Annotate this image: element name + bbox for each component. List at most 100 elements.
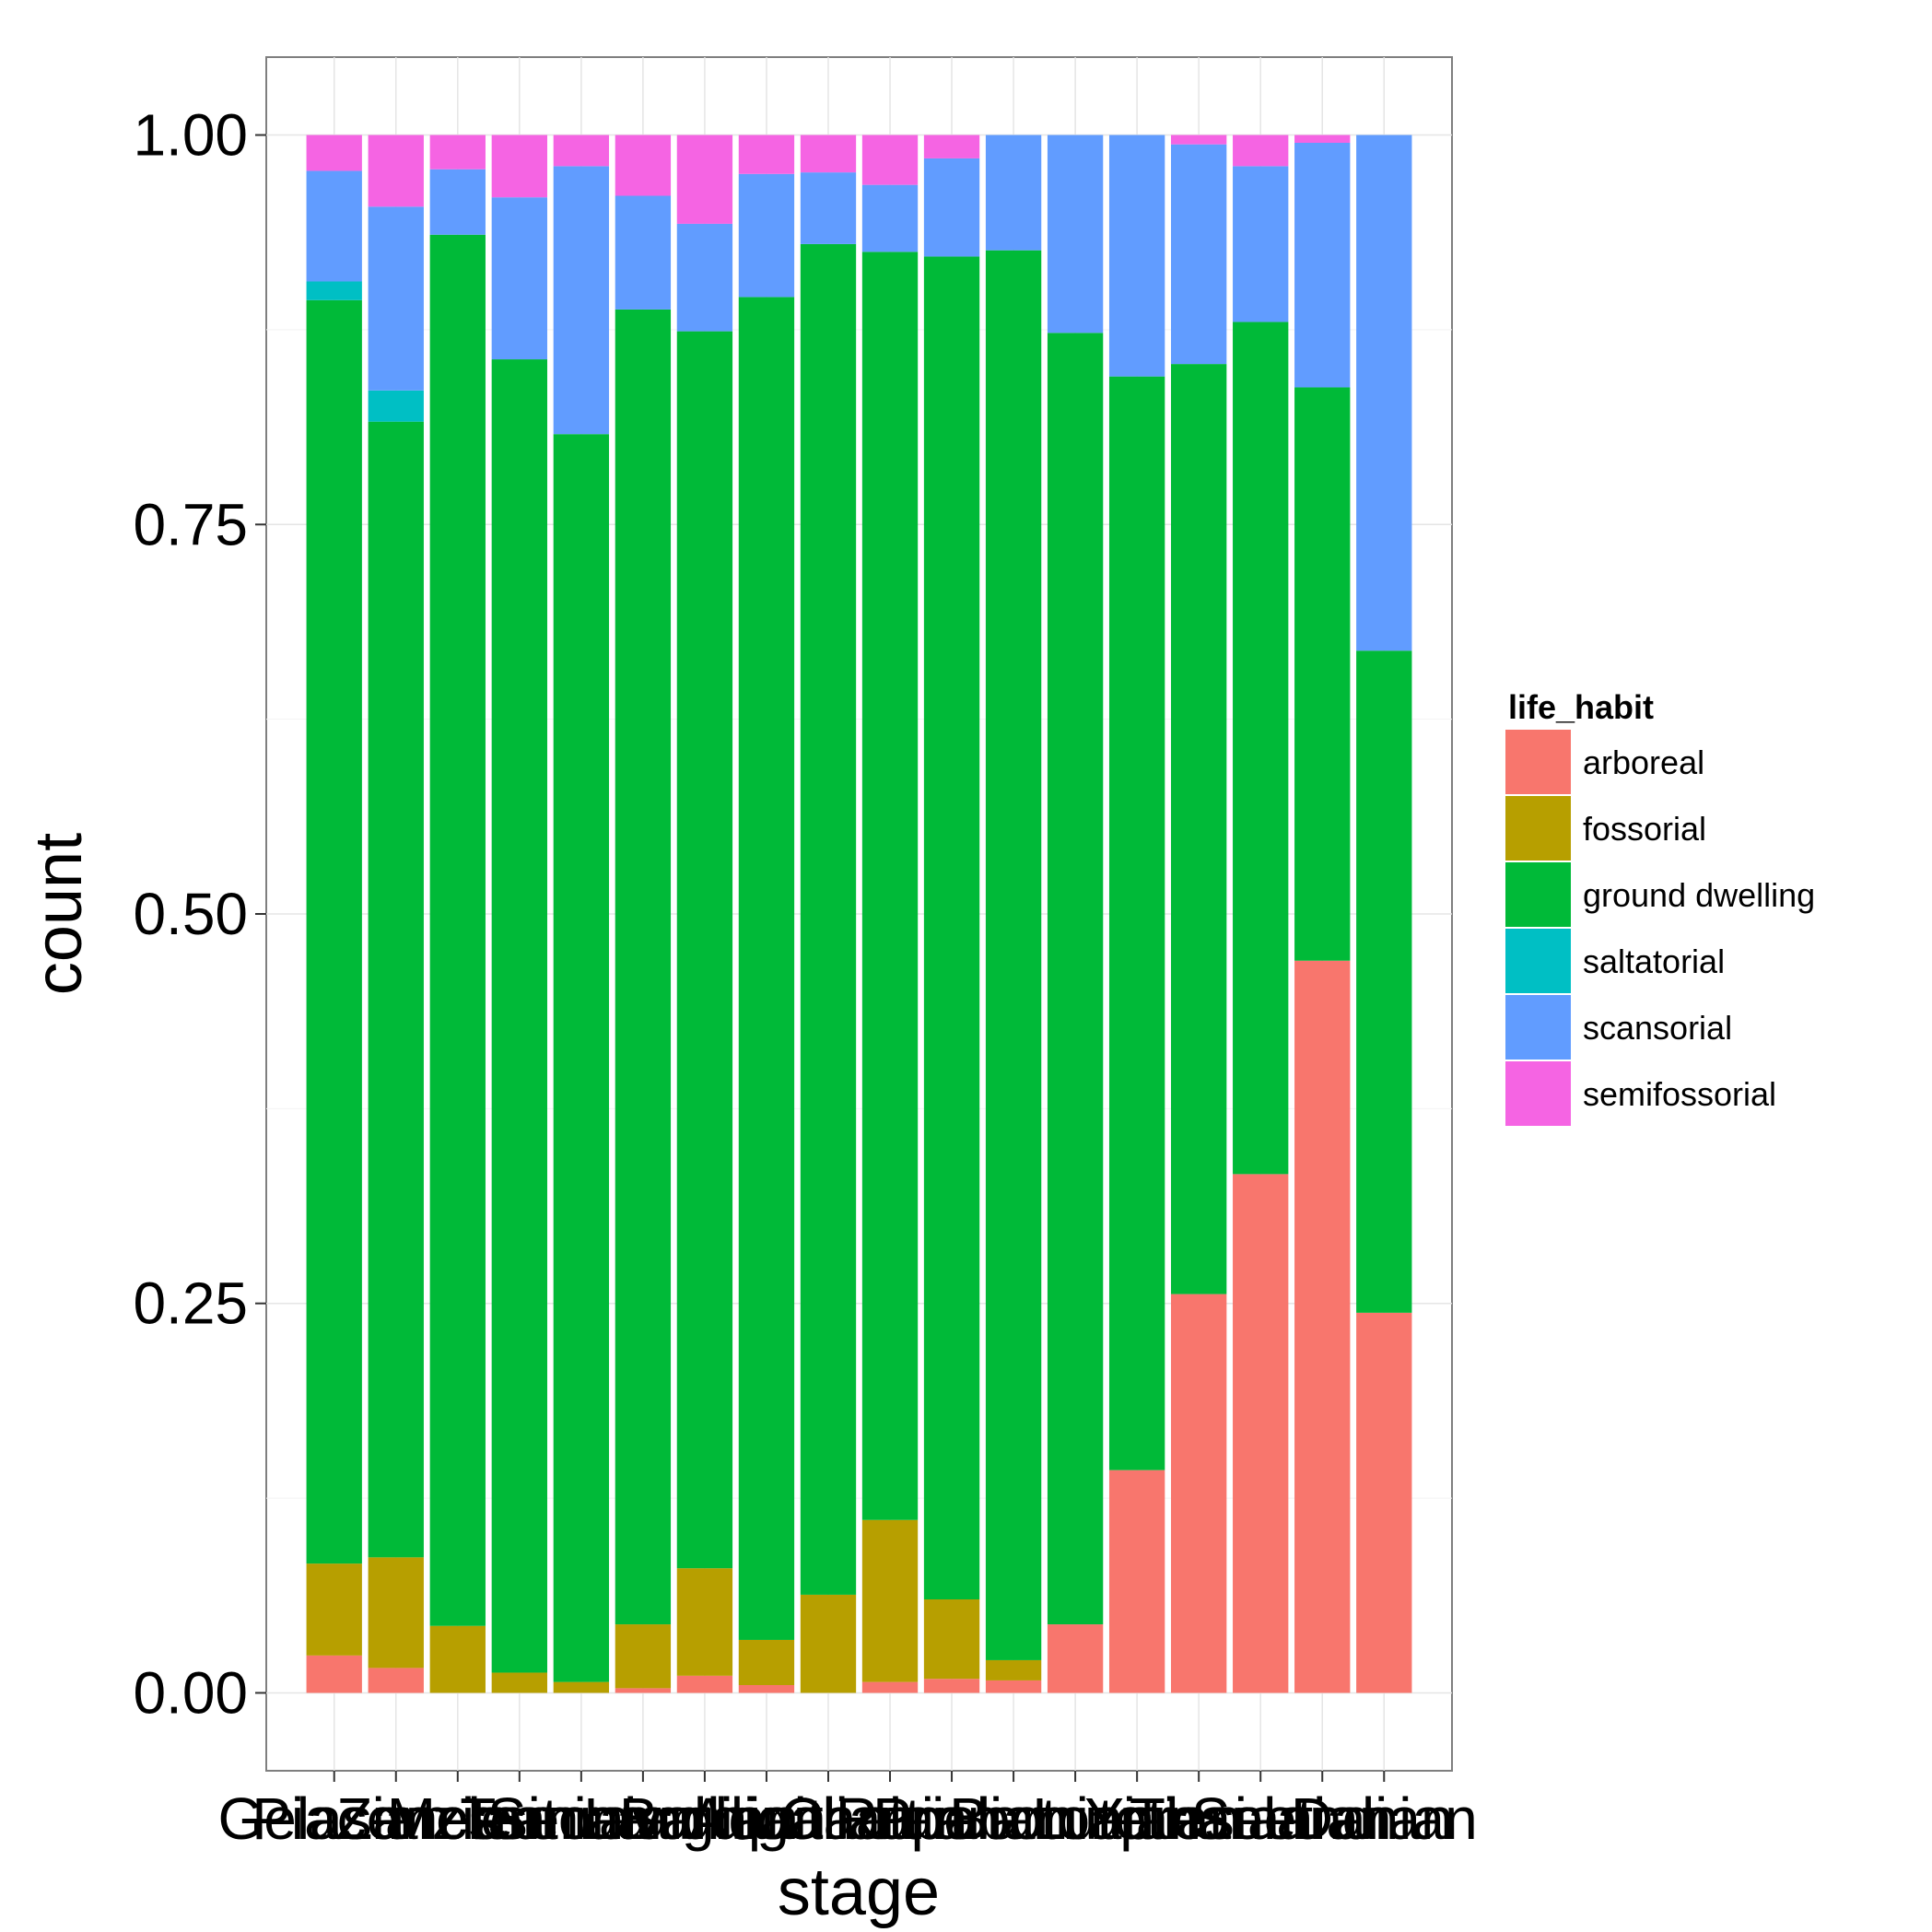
x-tick-label: Aquitanian xyxy=(689,1786,967,1852)
bar-semifossorial-burdigalian xyxy=(738,135,795,174)
bar-fossorial-aquitanian xyxy=(800,1594,857,1693)
x-axis: GelasianPiacenzianZancleanMessinianTorto… xyxy=(217,1771,1478,1852)
bar-semifossorial-chattian xyxy=(861,135,919,185)
bar-ground-dwelling-messinian xyxy=(491,359,547,1673)
x-tick-label: Priabonian xyxy=(872,1786,1154,1852)
x-tick-label: Messinian xyxy=(387,1786,652,1852)
bar-semifossorial-messinian xyxy=(491,135,547,198)
bar-arboreal-gelasian xyxy=(306,1655,362,1693)
bar-arboreal-priabonian xyxy=(985,1680,1042,1693)
x-tick-label: Tortonian xyxy=(460,1786,702,1852)
legend-key-arboreal xyxy=(1504,728,1573,796)
x-axis-title: stage xyxy=(778,1856,940,1929)
bar-scansorial-gelasian xyxy=(306,170,362,282)
bar-arboreal-rupelian xyxy=(923,1679,980,1693)
bar-scansorial-burdigalian xyxy=(738,173,795,298)
bar-semifossorial-gelasian xyxy=(306,135,362,171)
bar-fossorial-messinian xyxy=(491,1672,547,1693)
bar-ground-dwelling-langhian xyxy=(676,331,733,1569)
legend-label: arboreal xyxy=(1583,744,1704,781)
x-tick-label: Langhian xyxy=(583,1786,825,1852)
bar-semifossorial-aquitanian xyxy=(800,135,857,173)
bar-scansorial-messinian xyxy=(491,197,547,360)
bar-saltatorial-piacenzian xyxy=(368,390,424,422)
bar-scansorial-chattian xyxy=(861,184,919,252)
bar-arboreal-thanetian xyxy=(1233,1174,1289,1693)
bar-scansorial-ypresian xyxy=(1171,144,1227,365)
x-tick-label: Thanetian xyxy=(1130,1786,1392,1852)
bar-semifossorial-rupelian xyxy=(923,135,980,158)
bar-arboreal-bartonian xyxy=(1047,1624,1104,1693)
bar-scansorial-selandian xyxy=(1294,143,1351,388)
legend-key-ground-dwelling xyxy=(1504,861,1573,929)
bar-arboreal-langhian xyxy=(676,1675,733,1693)
bar-ground-dwelling-tortonian xyxy=(553,434,610,1682)
bar-scansorial-serravallian xyxy=(615,195,672,310)
x-tick-label: Ypresian xyxy=(1084,1786,1313,1852)
bar-arboreal-lutetian xyxy=(1108,1469,1165,1693)
legend-key-saltatorial xyxy=(1504,927,1573,995)
bar-fossorial-serravallian xyxy=(615,1624,672,1689)
bar-ground-dwelling-chattian xyxy=(861,252,919,1520)
legend: life_habit arboreal fossorial ground dwell… xyxy=(1504,688,1815,1128)
bar-scansorial-bartonian xyxy=(1047,135,1104,334)
bar-ground-dwelling-priabonian xyxy=(985,250,1042,1660)
bar-ground-dwelling-serravallian xyxy=(615,309,672,1625)
bar-saltatorial-gelasian xyxy=(306,281,362,300)
bar-scansorial-tortonian xyxy=(553,166,610,435)
y-tick-label: 0.75 xyxy=(133,491,248,557)
bar-fossorial-chattian xyxy=(861,1519,919,1682)
bar-ground-dwelling-lutetian xyxy=(1108,376,1165,1470)
x-tick-label: Rupelian xyxy=(836,1786,1069,1852)
bar-arboreal-burdigalian xyxy=(738,1685,795,1693)
bar-scansorial-rupelian xyxy=(923,158,980,257)
bar-scansorial-danian xyxy=(1356,135,1412,651)
bar-scansorial-zanclean xyxy=(429,169,486,235)
legend-key-semifossorial xyxy=(1504,1060,1573,1128)
y-tick-label: 0.50 xyxy=(133,881,248,947)
bar-fossorial-piacenzian xyxy=(368,1557,424,1669)
bar-ground-dwelling-gelasian xyxy=(306,299,362,1564)
bar-fossorial-gelasian xyxy=(306,1563,362,1656)
x-tick-label: Serravallian xyxy=(487,1786,799,1852)
bar-fossorial-burdigalian xyxy=(738,1639,795,1685)
legend-label: scansorial xyxy=(1583,1009,1732,1047)
bar-semifossorial-serravallian xyxy=(615,135,672,196)
y-axis-title: count xyxy=(22,833,96,995)
legend-key-scansorial xyxy=(1504,993,1573,1061)
bar-scansorial-aquitanian xyxy=(800,172,857,244)
bar-semifossorial-thanetian xyxy=(1233,135,1289,167)
bar-fossorial-langhian xyxy=(676,1568,733,1676)
bar-arboreal-danian xyxy=(1356,1312,1412,1693)
bar-semifossorial-tortonian xyxy=(553,135,610,167)
bar-scansorial-lutetian xyxy=(1108,135,1165,377)
x-tick-label: Gelasian xyxy=(217,1786,451,1852)
bar-fossorial-zanclean xyxy=(429,1625,486,1693)
x-tick-label: Chattian xyxy=(780,1786,1000,1852)
bar-arboreal-ypresian xyxy=(1171,1294,1227,1693)
x-tick-label: Burdigalian xyxy=(619,1786,914,1852)
bar-scansorial-priabonian xyxy=(985,135,1042,251)
bar-fossorial-priabonian xyxy=(985,1659,1042,1680)
bar-scansorial-langhian xyxy=(676,223,733,332)
bar-fossorial-rupelian xyxy=(923,1599,980,1680)
legend-key-fossorial xyxy=(1504,794,1573,862)
bar-fossorial-tortonian xyxy=(553,1681,610,1693)
legend-label: ground dwelling xyxy=(1583,876,1815,914)
bar-ground-dwelling-ypresian xyxy=(1171,364,1227,1294)
bar-ground-dwelling-burdigalian xyxy=(738,297,795,1640)
bar-scansorial-piacenzian xyxy=(368,206,424,391)
bar-ground-dwelling-rupelian xyxy=(923,256,980,1599)
x-tick-label: Lutetian xyxy=(1032,1786,1242,1852)
legend-label: saltatorial xyxy=(1583,943,1725,980)
bar-ground-dwelling-piacenzian xyxy=(368,421,424,1558)
bar-semifossorial-selandian xyxy=(1294,135,1351,143)
y-tick-label: 1.00 xyxy=(133,102,248,169)
x-tick-label: Selandian xyxy=(1191,1786,1454,1852)
bar-ground-dwelling-selandian xyxy=(1294,387,1351,961)
bar-arboreal-piacenzian xyxy=(368,1668,424,1693)
x-tick-label: Piacenzian xyxy=(252,1786,540,1852)
legend-label: fossorial xyxy=(1583,810,1706,848)
bar-semifossorial-piacenzian xyxy=(368,135,424,207)
y-tick-label: 0.25 xyxy=(133,1270,248,1337)
